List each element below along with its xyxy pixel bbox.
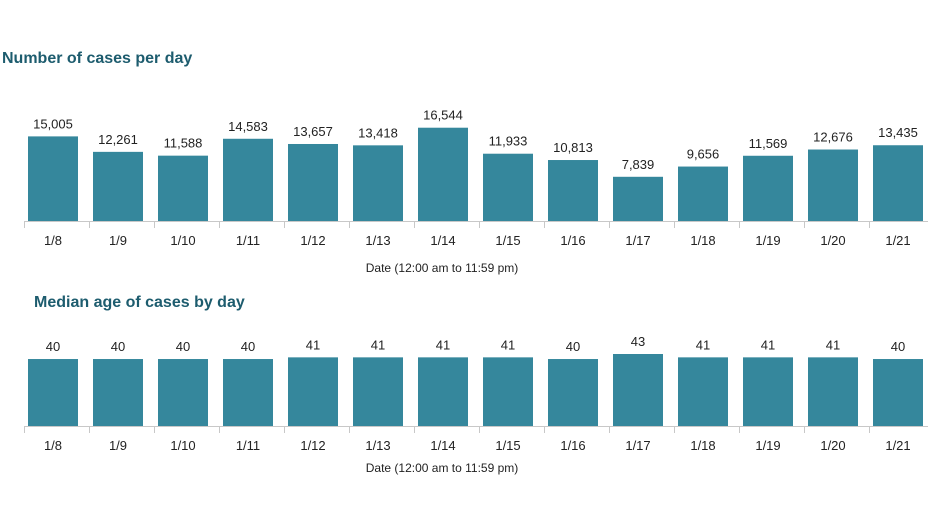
age-value-label: 41 [826, 337, 840, 352]
cases-value-label: 11,933 [489, 134, 528, 149]
cases-category-label: 1/9 [109, 233, 127, 248]
age-value-label: 43 [631, 334, 645, 349]
cases-value-label: 9,656 [687, 147, 720, 162]
cases-value-label: 15,005 [33, 116, 73, 131]
age-bar [743, 357, 793, 426]
age-category-label: 1/9 [109, 438, 127, 453]
age-bar [548, 359, 598, 426]
age-bar [28, 359, 78, 426]
age-category-label: 1/19 [755, 438, 780, 453]
age-category-label: 1/10 [170, 438, 195, 453]
age-value-label: 41 [306, 337, 320, 352]
age-value-label: 41 [761, 337, 775, 352]
age-value-label: 41 [501, 337, 515, 352]
cases-bar [548, 160, 598, 221]
cases-per-day-chart: 15,005 1/8 12,261 1/9 11,588 1/10 14,583 1/11 13… [24, 108, 928, 275]
cases-bar [483, 153, 533, 221]
cases-category-label: 1/8 [44, 233, 62, 248]
age-category-label: 1/8 [44, 438, 62, 453]
age-bar [678, 357, 728, 426]
age-category-label: 1/21 [885, 438, 910, 453]
cases-category-label: 1/13 [365, 233, 390, 248]
cases-bar [93, 151, 143, 221]
age-bar [613, 354, 663, 426]
age-category-label: 1/16 [560, 438, 585, 453]
cases-value-label: 10,813 [553, 140, 593, 155]
age-bar [418, 357, 468, 426]
age-bar [223, 359, 273, 426]
cases-bar [28, 136, 78, 221]
cases-bar [353, 145, 403, 221]
chart-title-cases: Number of cases per day [2, 50, 193, 67]
cases-bar [158, 155, 208, 221]
cases-category-label: 1/11 [236, 233, 260, 248]
age-category-label: 1/20 [820, 438, 845, 453]
cases-value-label: 7,839 [622, 157, 655, 172]
cases-value-label: 13,657 [293, 124, 333, 139]
age-category-label: 1/13 [365, 438, 390, 453]
cases-x-axis-title: Date (12:00 am to 11:59 pm) [366, 261, 519, 275]
cases-bar [288, 143, 338, 221]
cases-category-label: 1/16 [560, 233, 585, 248]
cases-category-label: 1/14 [430, 233, 455, 248]
cases-category-label: 1/21 [885, 233, 910, 248]
age-value-label: 40 [241, 339, 255, 354]
cases-bar [223, 138, 273, 221]
age-category-label: 1/17 [625, 438, 650, 453]
cases-value-label: 13,418 [358, 125, 398, 140]
cases-bar [418, 127, 468, 221]
age-category-label: 1/11 [236, 438, 260, 453]
age-category-label: 1/12 [300, 438, 325, 453]
age-bar [873, 359, 923, 426]
cases-bar [743, 155, 793, 221]
age-bar [93, 359, 143, 426]
cases-category-label: 1/19 [755, 233, 780, 248]
age-bar [808, 357, 858, 426]
age-category-label: 1/18 [690, 438, 715, 453]
cases-bar [613, 176, 663, 221]
age-value-label: 40 [176, 339, 190, 354]
cases-category-label: 1/15 [495, 233, 520, 248]
age-value-label: 41 [696, 337, 710, 352]
chart-title-median-age: Median age of cases by day [34, 294, 245, 311]
age-category-label: 1/15 [495, 438, 520, 453]
cases-value-label: 11,588 [164, 136, 203, 151]
cases-category-label: 1/12 [300, 233, 325, 248]
age-value-label: 40 [891, 339, 905, 354]
age-value-label: 41 [371, 337, 385, 352]
cases-value-label: 14,583 [228, 119, 268, 134]
cases-bar [873, 145, 923, 221]
age-value-label: 41 [436, 337, 450, 352]
cases-value-label: 13,435 [878, 125, 918, 140]
age-bar [288, 357, 338, 426]
age-bar [483, 357, 533, 426]
median-age-chart: 40 1/8 40 1/9 40 1/10 40 1/11 41 1/12 41 1/13 41 1/14… [24, 334, 928, 475]
age-category-label: 1/14 [430, 438, 455, 453]
cases-category-label: 1/17 [625, 233, 650, 248]
cases-bar [808, 149, 858, 221]
age-bar [158, 359, 208, 426]
age-x-axis-title: Date (12:00 am to 11:59 pm) [366, 461, 519, 475]
age-value-label: 40 [111, 339, 125, 354]
age-value-label: 40 [46, 339, 60, 354]
cases-value-label: 12,676 [813, 130, 853, 145]
cases-value-label: 12,261 [98, 132, 138, 147]
cases-value-label: 11,569 [749, 136, 788, 151]
age-value-label: 40 [566, 339, 580, 354]
age-bar [353, 357, 403, 426]
cases-bar [678, 166, 728, 221]
cases-category-label: 1/10 [170, 233, 195, 248]
cases-value-label: 16,544 [423, 108, 463, 123]
cases-category-label: 1/20 [820, 233, 845, 248]
cases-category-label: 1/18 [690, 233, 715, 248]
